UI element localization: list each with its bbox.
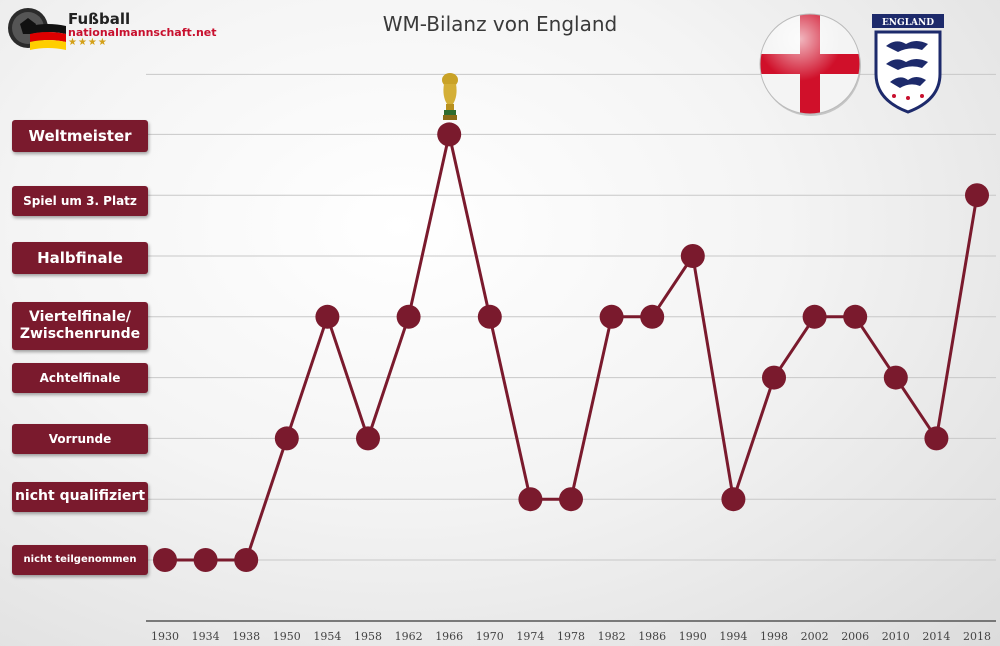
data-point xyxy=(153,548,177,572)
x-tick-label: 1974 xyxy=(516,630,544,643)
x-tick-label: 2010 xyxy=(882,630,910,643)
x-tick-label: 1986 xyxy=(638,630,666,643)
logo-stars: ★★★★ xyxy=(68,37,108,48)
x-tick-label: 1958 xyxy=(354,630,382,643)
data-point xyxy=(315,304,340,329)
x-tick-label: 1994 xyxy=(719,630,747,643)
x-tick-label: 1998 xyxy=(760,630,788,643)
x-tick-label: 2014 xyxy=(922,630,950,643)
data-point xyxy=(883,365,908,390)
data-point xyxy=(640,304,665,329)
logo-title: Fußball xyxy=(68,10,131,28)
germany-flag-icon xyxy=(30,24,66,50)
data-point xyxy=(193,548,218,572)
data-point xyxy=(274,426,299,451)
grid-lines xyxy=(146,73,996,561)
x-tick-label: 1934 xyxy=(192,630,220,643)
data-point xyxy=(396,304,421,329)
y-label-achtelfinale: Achtelfinale xyxy=(12,363,148,393)
data-point xyxy=(599,304,624,329)
england-flag-icon xyxy=(759,13,861,116)
world-cup-trophy-icon xyxy=(442,73,458,120)
x-tick-label: 1970 xyxy=(476,630,504,643)
data-point xyxy=(721,487,746,512)
data-point xyxy=(437,122,462,147)
y-label-nicht-qualifiziert: nicht qualifiziert xyxy=(12,482,148,512)
y-label-weltmeister: Weltmeister xyxy=(12,120,148,152)
chart-title: WM-Bilanz von England xyxy=(382,12,618,36)
x-tick-label: 1962 xyxy=(395,630,423,643)
y-label-nicht-teilgenommen: nicht teilgenommen xyxy=(12,545,148,575)
x-tick-label: 2006 xyxy=(841,630,869,643)
england-crest-icon: ENGLAND xyxy=(870,12,946,116)
data-point xyxy=(843,304,868,329)
x-tick-label: 1978 xyxy=(557,630,585,643)
x-tick-label: 1954 xyxy=(313,630,341,643)
x-tick-label: 2002 xyxy=(801,630,829,643)
x-tick-label: 1938 xyxy=(232,630,260,643)
x-tick-label: 1990 xyxy=(679,630,707,643)
data-point xyxy=(965,183,989,208)
data-point xyxy=(234,548,259,572)
logo-domain: nationalmannschaft.net xyxy=(68,26,217,39)
y-label-vorrunde: Vorrunde xyxy=(12,424,148,454)
data-point xyxy=(924,426,949,451)
data-point xyxy=(518,487,543,512)
series-points xyxy=(153,122,989,572)
x-tick-label: 1950 xyxy=(273,630,301,643)
y-label-halbfinale: Halbfinale xyxy=(12,242,148,274)
y-label-viertelfinale: Viertelfinale/ Zwischenrunde xyxy=(12,302,148,350)
crest-text: ENGLAND xyxy=(882,18,934,28)
x-tick-label: 2018 xyxy=(963,630,991,643)
data-point xyxy=(356,426,380,451)
data-point xyxy=(559,487,583,512)
y-label-spiel-um-3-platz: Spiel um 3. Platz xyxy=(12,186,148,216)
x-tick-label: 1930 xyxy=(151,630,179,643)
data-point xyxy=(802,304,827,329)
x-tick-label: 1966 xyxy=(435,630,463,643)
x-tick-label: 1982 xyxy=(598,630,626,643)
data-point xyxy=(477,304,502,329)
x-tick-labels: 1930 1934 1938 1950 1954 1958 1962 1966 1970 1974… xyxy=(151,630,991,643)
data-point xyxy=(680,244,705,268)
site-logo[interactable]: Fußball nationalmannschaft.net ★★★★ xyxy=(4,4,217,54)
data-point xyxy=(762,365,786,390)
